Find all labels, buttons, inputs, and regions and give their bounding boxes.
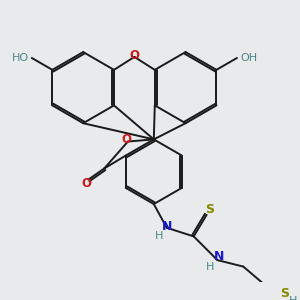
Text: H: H bbox=[155, 231, 164, 242]
Text: O: O bbox=[122, 134, 132, 146]
Text: N: N bbox=[161, 220, 172, 233]
Text: O: O bbox=[81, 177, 91, 190]
Text: O: O bbox=[129, 49, 140, 62]
Text: N: N bbox=[214, 250, 225, 263]
Text: S: S bbox=[280, 287, 290, 300]
Text: OH: OH bbox=[240, 53, 257, 63]
Text: HO: HO bbox=[11, 53, 28, 63]
Text: H: H bbox=[206, 262, 214, 272]
Text: H: H bbox=[289, 296, 298, 300]
Text: S: S bbox=[206, 203, 214, 216]
